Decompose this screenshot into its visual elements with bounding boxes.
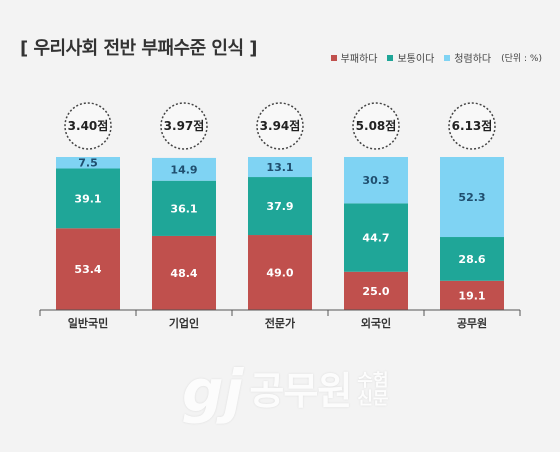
category-label: 일반국민 xyxy=(68,316,108,330)
bar-segment xyxy=(344,157,408,204)
data-label: 28.6 xyxy=(458,253,485,266)
unit-note: (단위 : %) xyxy=(501,54,542,64)
bar-segment xyxy=(440,280,504,310)
data-label: 25.0 xyxy=(362,285,389,298)
score-label: 3.97점 xyxy=(164,118,205,133)
data-label: 48.4 xyxy=(170,267,197,280)
data-label: 52.3 xyxy=(458,191,485,204)
score-circle xyxy=(352,102,400,150)
legend-label-neutral: 보통이다 xyxy=(397,54,435,65)
watermark-sub-bottom: 신문 xyxy=(357,389,389,409)
bar-segment xyxy=(344,203,408,272)
category-label: 전문가 xyxy=(265,316,295,330)
data-label: 49.0 xyxy=(266,267,293,280)
bar-segment xyxy=(56,168,120,229)
category-label: 기업인 xyxy=(169,316,199,330)
bar-segment xyxy=(440,157,504,238)
score-circle xyxy=(448,102,496,150)
legend-swatch-corrupt xyxy=(330,54,337,61)
data-label: 37.9 xyxy=(266,200,293,213)
data-label: 39.1 xyxy=(74,192,101,205)
data-label: 19.1 xyxy=(458,289,485,302)
score-circle xyxy=(64,102,112,150)
bar-segment xyxy=(248,177,312,236)
legend-label-corrupt: 부패하다 xyxy=(340,54,378,65)
legend-item-clean: 청렴하다 xyxy=(444,50,491,65)
data-label: 30.3 xyxy=(362,174,389,187)
bar-segment xyxy=(152,157,216,181)
bar-segment xyxy=(152,235,216,310)
chart-title: [ 우리사회 전반 부패수준 인식 ] xyxy=(20,38,258,59)
score-label: 3.94점 xyxy=(260,118,301,133)
legend-swatch-neutral xyxy=(387,54,394,61)
score-circle xyxy=(256,102,304,150)
data-label: 7.5 xyxy=(78,157,98,170)
score-label: 3.40점 xyxy=(68,118,109,133)
bar-segment xyxy=(56,157,120,169)
bar-segment xyxy=(152,180,216,236)
watermark-main-text: 공무원 xyxy=(249,369,352,413)
bar-segment xyxy=(344,271,408,310)
data-label: 13.1 xyxy=(266,161,293,174)
watermark-mark: gj xyxy=(182,357,244,425)
category-label: 공무원 xyxy=(457,316,487,330)
bar-segment xyxy=(56,228,120,310)
bar-segment xyxy=(248,157,312,178)
bar-segment xyxy=(248,235,312,310)
category-label: 외국인 xyxy=(361,316,391,330)
watermark-sub-top: 수험 xyxy=(357,371,389,392)
watermark-sub-text: 수험 신문 xyxy=(357,371,389,409)
score-label: 6.13점 xyxy=(452,118,493,133)
score-circle xyxy=(160,102,208,150)
data-label: 44.7 xyxy=(362,232,389,245)
legend: 부패하다 보통이다 청렴하다 (단위 : %) xyxy=(330,50,542,65)
legend-swatch-clean xyxy=(444,54,451,61)
watermark-logo: gj 공무원 수험 신문 xyxy=(182,362,389,420)
score-label: 5.08점 xyxy=(356,118,397,133)
data-label: 36.1 xyxy=(170,202,197,215)
data-label: 14.9 xyxy=(170,163,197,176)
data-label: 53.4 xyxy=(74,263,101,276)
bar-segment xyxy=(440,237,504,281)
legend-label-clean: 청렴하다 xyxy=(454,54,492,65)
legend-item-neutral: 보통이다 xyxy=(387,50,434,65)
legend-item-corrupt: 부패하다 xyxy=(330,50,378,65)
